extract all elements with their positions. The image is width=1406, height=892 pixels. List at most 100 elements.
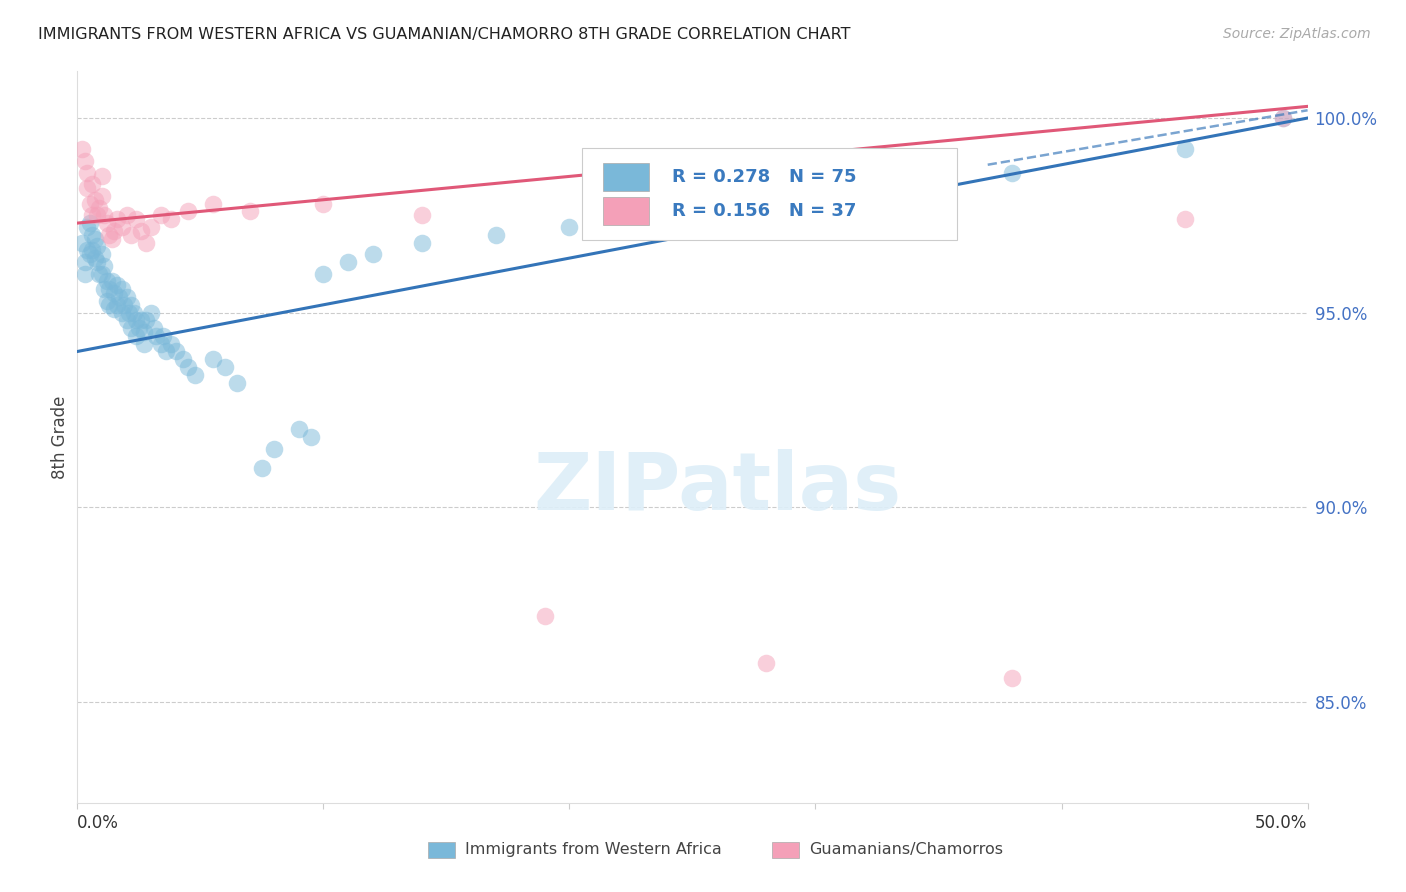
Point	[76, 181, 98, 195]
Point	[239, 204, 262, 219]
Point	[101, 232, 124, 246]
Point	[177, 204, 200, 219]
Point	[214, 359, 236, 374]
Point	[90, 189, 114, 203]
Point	[152, 329, 174, 343]
Point	[201, 352, 224, 367]
Point	[79, 196, 101, 211]
Point	[79, 216, 101, 230]
Point	[1272, 111, 1295, 125]
FancyBboxPatch shape	[603, 197, 650, 225]
Y-axis label: 8th Grade: 8th Grade	[51, 395, 69, 479]
Point	[96, 275, 118, 289]
Point	[132, 336, 155, 351]
Point	[1001, 165, 1024, 179]
Text: Source: ZipAtlas.com: Source: ZipAtlas.com	[1223, 27, 1371, 41]
Point	[82, 227, 104, 242]
Point	[115, 208, 138, 222]
FancyBboxPatch shape	[427, 841, 456, 858]
Point	[96, 216, 118, 230]
Point	[485, 227, 508, 242]
Text: ZIPatlas: ZIPatlas	[533, 450, 901, 527]
Point	[96, 293, 118, 308]
Point	[82, 208, 104, 222]
Point	[98, 227, 121, 242]
Point	[76, 219, 98, 234]
Point	[79, 247, 101, 261]
Point	[70, 142, 93, 156]
Point	[73, 153, 96, 168]
Point	[1001, 671, 1024, 685]
Point	[86, 255, 108, 269]
Point	[226, 376, 249, 390]
Point	[90, 267, 114, 281]
Point	[299, 430, 322, 444]
Point	[111, 219, 132, 234]
Point	[83, 251, 105, 265]
Point	[86, 239, 108, 253]
Point	[90, 247, 114, 261]
Text: Immigrants from Western Africa: Immigrants from Western Africa	[465, 842, 721, 857]
Point	[93, 208, 115, 222]
Text: IMMIGRANTS FROM WESTERN AFRICA VS GUAMANIAN/CHAMORRO 8TH GRADE CORRELATION CHART: IMMIGRANTS FROM WESTERN AFRICA VS GUAMAN…	[38, 27, 851, 42]
Point	[76, 165, 98, 179]
Point	[160, 336, 183, 351]
Point	[132, 325, 155, 339]
Point	[83, 193, 105, 207]
Point	[731, 201, 754, 215]
Point	[755, 656, 778, 670]
Point	[1272, 111, 1295, 125]
Point	[534, 609, 557, 624]
Point	[121, 227, 143, 242]
Point	[1174, 212, 1197, 227]
Point	[145, 329, 167, 343]
Text: Guamanians/Chamorros: Guamanians/Chamorros	[810, 842, 1004, 857]
Point	[121, 298, 143, 312]
Point	[879, 177, 901, 191]
Point	[73, 255, 96, 269]
Point	[93, 282, 115, 296]
Point	[288, 422, 311, 436]
Point	[128, 321, 150, 335]
Point	[118, 305, 141, 319]
Point	[82, 244, 104, 258]
Point	[657, 208, 679, 222]
Point	[201, 196, 224, 211]
Point	[165, 344, 187, 359]
Point	[83, 232, 105, 246]
Point	[135, 235, 157, 250]
Point	[90, 169, 114, 184]
Point	[98, 282, 121, 296]
Point	[105, 212, 128, 227]
Text: 0.0%: 0.0%	[77, 814, 120, 832]
Point	[263, 442, 285, 456]
Point	[105, 298, 128, 312]
Point	[804, 189, 827, 203]
Point	[108, 290, 131, 304]
Text: 50.0%: 50.0%	[1256, 814, 1308, 832]
FancyBboxPatch shape	[772, 841, 800, 858]
Point	[121, 321, 143, 335]
Point	[73, 267, 96, 281]
Point	[250, 461, 273, 475]
Point	[115, 290, 138, 304]
FancyBboxPatch shape	[603, 162, 650, 191]
Point	[122, 305, 145, 319]
Point	[312, 196, 335, 211]
Point	[131, 313, 153, 327]
FancyBboxPatch shape	[582, 148, 957, 240]
Point	[160, 212, 183, 227]
Point	[112, 298, 135, 312]
Point	[312, 267, 335, 281]
Point	[177, 359, 200, 374]
Point	[125, 212, 148, 227]
Point	[101, 275, 124, 289]
Point	[150, 336, 173, 351]
Point	[89, 267, 111, 281]
Point	[361, 247, 384, 261]
Point	[558, 219, 581, 234]
Point	[150, 208, 173, 222]
Point	[172, 352, 194, 367]
Point	[76, 244, 98, 258]
Point	[411, 208, 433, 222]
